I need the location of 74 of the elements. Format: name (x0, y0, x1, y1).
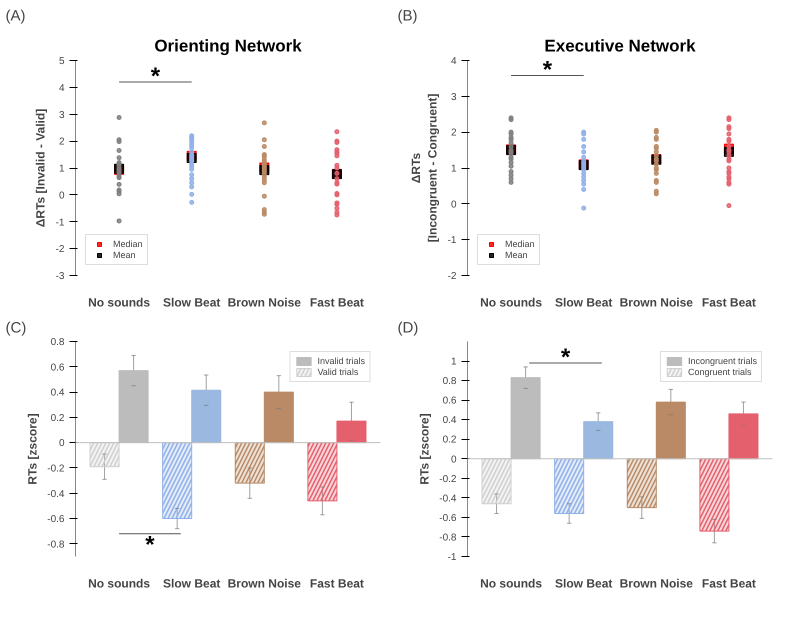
x-tick-label: No sounds (480, 576, 542, 590)
chart-title: Orienting Network (154, 36, 302, 56)
y-tick-label: 0.6 (442, 396, 457, 407)
x-tick-label: No sounds (88, 576, 150, 590)
x-tick-label: No sounds (88, 296, 150, 310)
x-tick-label: Fast Beat (702, 576, 756, 590)
annotation: * (542, 56, 553, 84)
x-tick-label: Brown Noise (620, 296, 694, 310)
x-tick-label: Fast Beat (702, 296, 756, 310)
y-tick-label: 0.2 (50, 412, 65, 424)
legend-label: Valid trials (317, 367, 358, 377)
text: (D) (398, 320, 418, 336)
x-tick-label: Slow Beat (163, 296, 220, 310)
x-tick-label: Fast Beat (310, 576, 364, 590)
y-axis-title: ΔRTs [Incongruent - Congruent] (408, 94, 440, 242)
y-axis-title: RTs [zscore] (25, 413, 40, 485)
y-tick-label: -0.6 (439, 512, 457, 524)
annotation: * (560, 344, 571, 371)
y-tick-label: -1 (448, 552, 457, 563)
y-tick-label: 0 (58, 438, 65, 450)
y-axis-title: ΔRTs [Invalid - Valid] (34, 108, 48, 228)
y-tick-label: 0 (450, 199, 457, 210)
y-tick-label: -0.8 (47, 539, 65, 550)
legend-label: Mean (113, 250, 136, 260)
y-tick-label: 1 (450, 164, 457, 174)
y-tick-label: -0.2 (439, 474, 457, 485)
y-tick-label: 2 (58, 136, 65, 148)
y-tick-label: 0.4 (442, 415, 457, 426)
y-tick-label: -1 (56, 217, 65, 228)
legend-label: Incongruent trials (688, 356, 757, 366)
y-tick-label: -1 (448, 235, 457, 246)
y-tick-label: -0.4 (47, 488, 65, 500)
chart-title: Executive Network (544, 36, 696, 56)
text: (C) (6, 320, 26, 336)
annotation: * (150, 63, 161, 90)
y-tick-label: -0.6 (47, 514, 65, 526)
y-tick-label: 5 (58, 56, 65, 67)
y-tick-label: 0.4 (50, 388, 65, 399)
annotation: * (145, 532, 156, 559)
x-tick-label: Brown Noise (228, 296, 302, 310)
y-tick-label: 1 (450, 356, 457, 368)
legend-label: Median (113, 239, 143, 249)
x-tick-label: Slow Beat (555, 576, 612, 590)
legend-label: Congruent trials (688, 367, 752, 377)
x-tick-label: Fast Beat (310, 296, 364, 310)
text: (B) (398, 8, 418, 24)
y-tick-label: -2 (448, 271, 457, 282)
y-tick-label: -0.2 (47, 463, 65, 474)
y-tick-label: 3 (450, 92, 457, 103)
y-tick-label: 2 (450, 128, 457, 139)
x-tick-label: Brown Noise (228, 576, 302, 590)
y-tick-label: 0.8 (50, 337, 65, 348)
y-tick-label: -0.4 (439, 493, 457, 504)
y-axis-title: RTs [zscore] (417, 413, 432, 485)
y-tick-label: 0.2 (442, 434, 457, 446)
y-tick-label: 0 (450, 454, 457, 466)
y-tick-label: -2 (56, 244, 65, 256)
y-tick-label: -3 (56, 271, 65, 282)
y-tick-label: 4 (58, 82, 65, 94)
legend-label: Invalid trials (317, 356, 365, 366)
x-tick-label: Slow Beat (555, 296, 612, 310)
legend-label: Mean (505, 250, 528, 260)
x-tick-label: No sounds (480, 296, 542, 310)
y-tick-label: -0.8 (439, 532, 457, 544)
y-tick-label: 0.8 (442, 376, 457, 388)
x-tick-label: Slow Beat (163, 576, 220, 590)
x-tick-label: Brown Noise (620, 576, 694, 590)
y-tick-label: 4 (450, 56, 457, 67)
y-tick-label: 3 (58, 110, 65, 121)
text: (A) (6, 8, 26, 24)
y-tick-label: 0.6 (50, 362, 65, 374)
y-tick-label: 1 (58, 164, 65, 174)
legend-label: Median (505, 239, 535, 249)
y-tick-label: 0 (58, 190, 65, 202)
